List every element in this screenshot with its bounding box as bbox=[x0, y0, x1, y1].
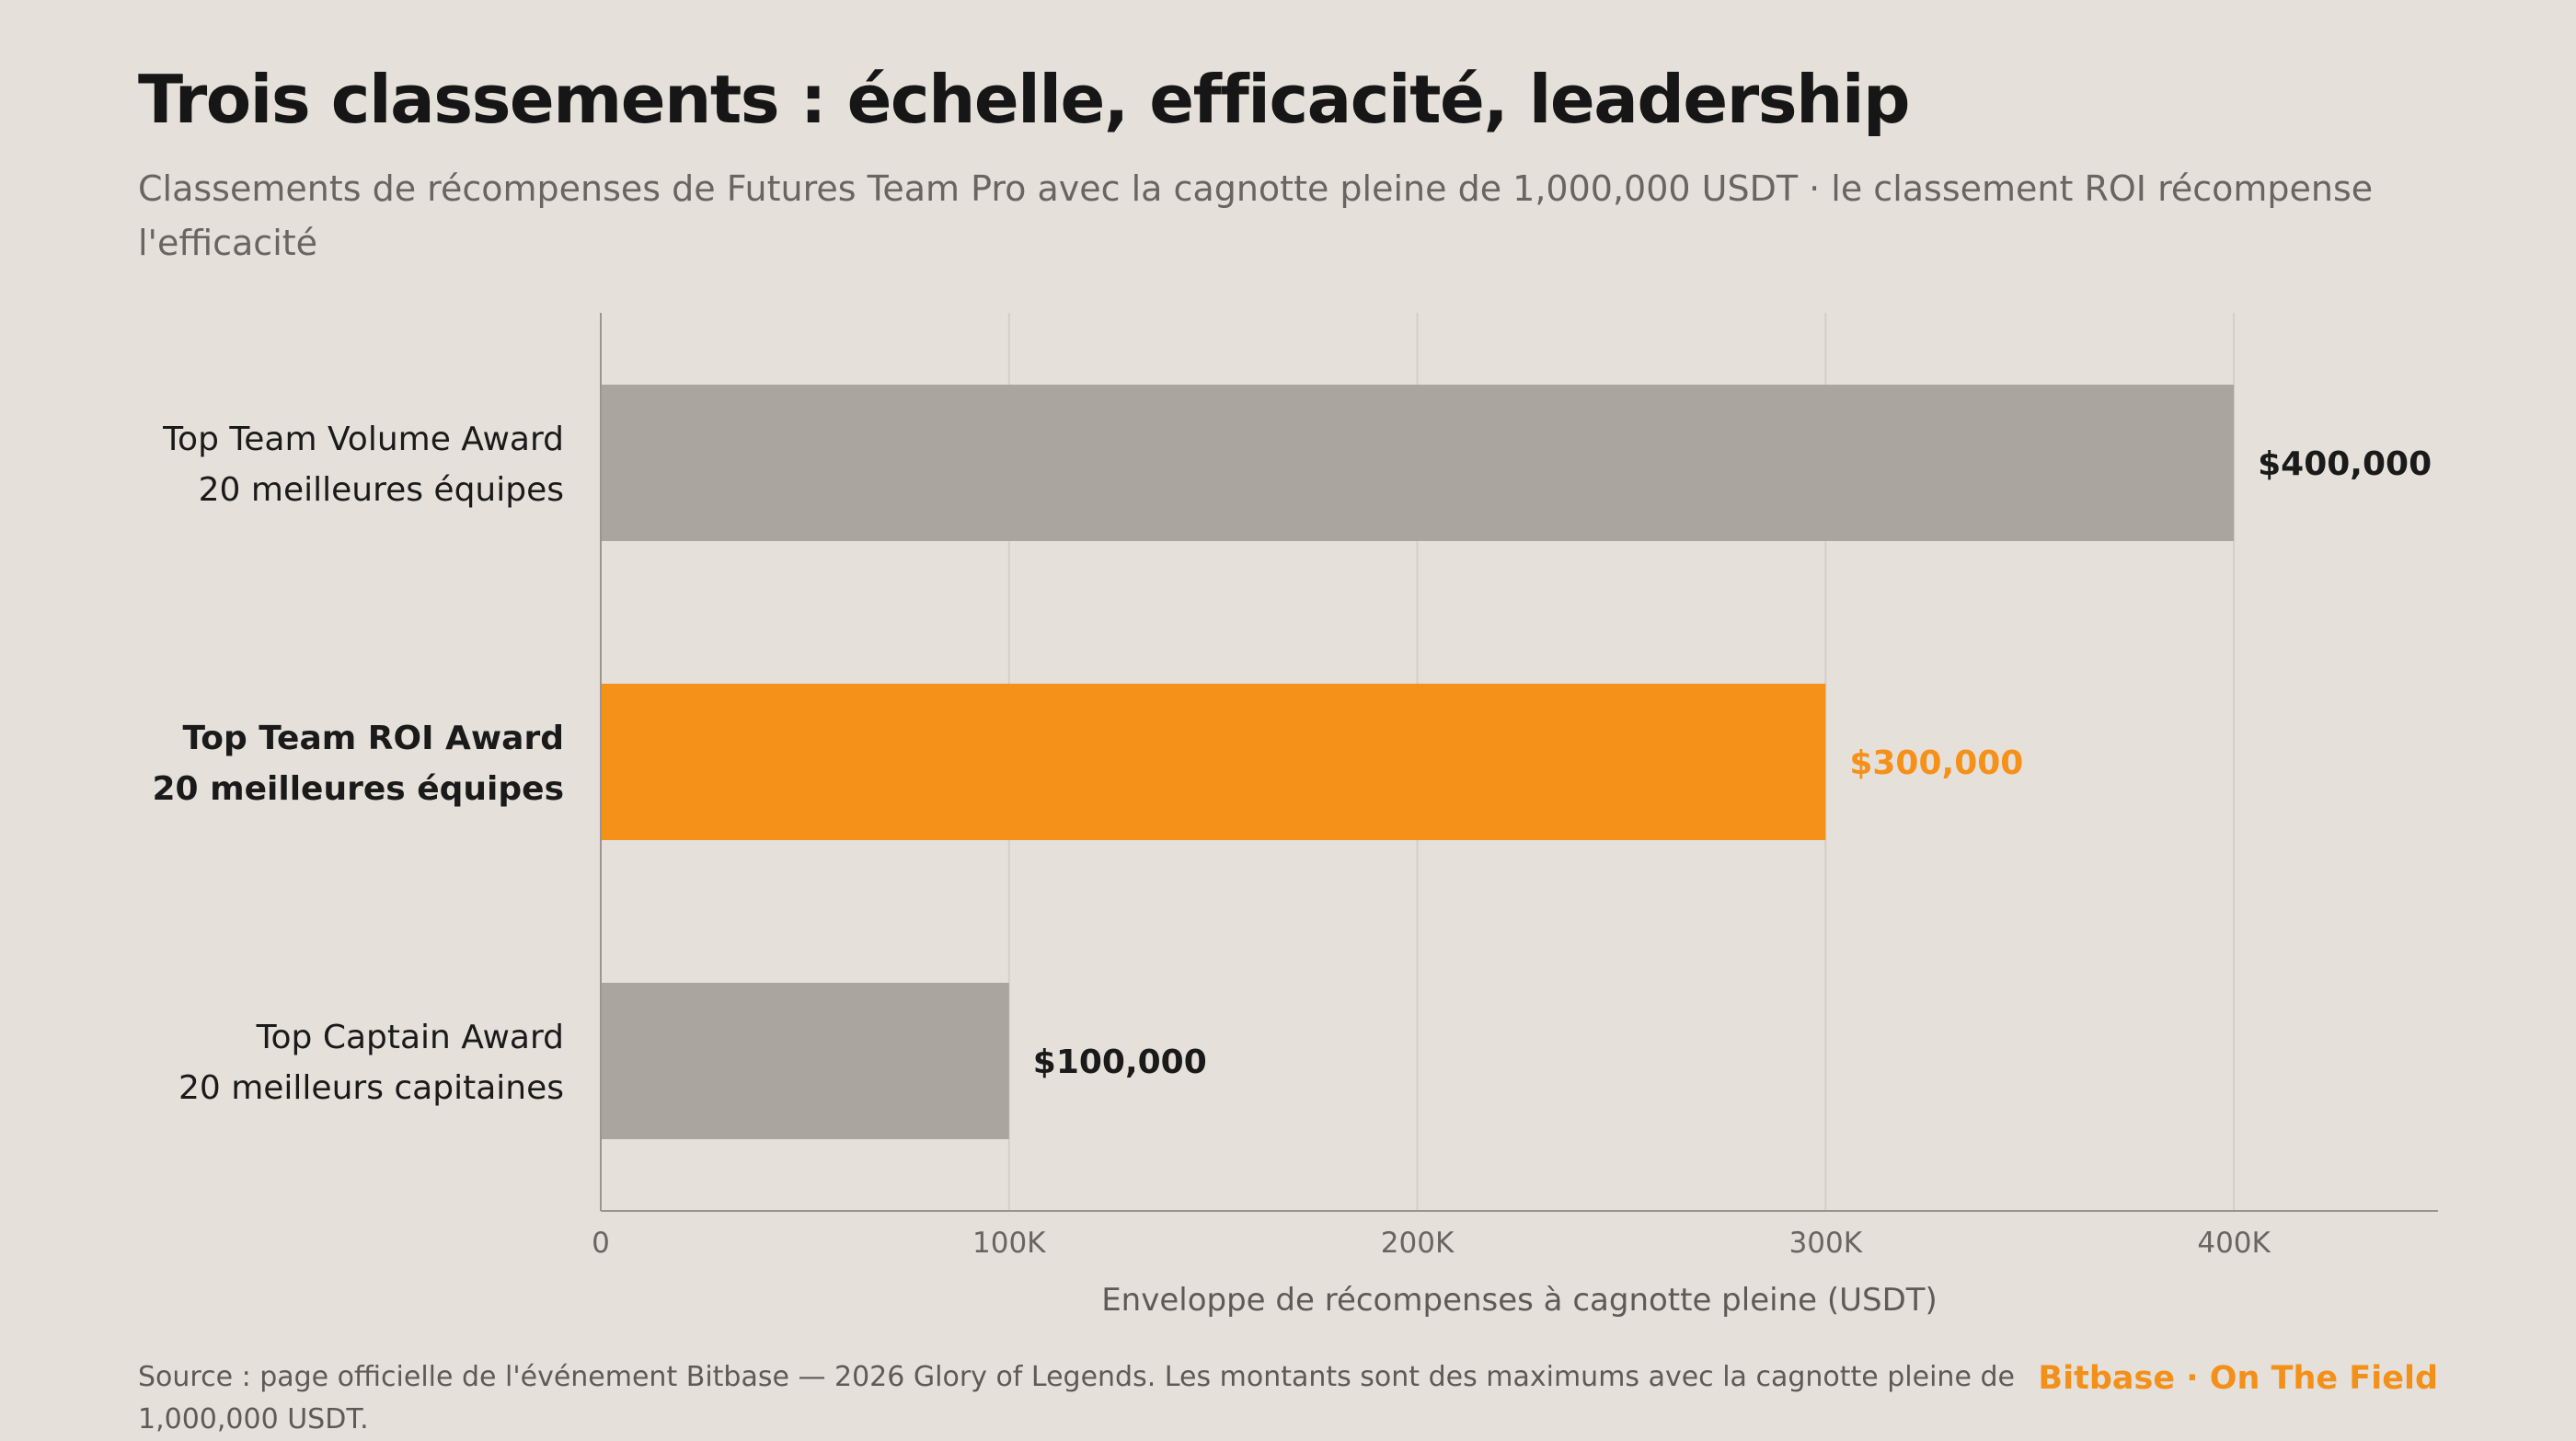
bar bbox=[601, 684, 1826, 840]
category-label: Top Team ROI Award bbox=[182, 720, 564, 757]
category-label: Top Captain Award bbox=[256, 1019, 564, 1056]
bar-value-label: $400,000 bbox=[2258, 445, 2432, 483]
brand-label: Bitbase · On The Field bbox=[2038, 1360, 2438, 1397]
category-sublabel: 20 meilleurs capitaines bbox=[178, 1069, 564, 1107]
x-tick-label: 300K bbox=[1789, 1227, 1863, 1260]
chart-title: Trois classements : échelle, efficacité,… bbox=[138, 61, 1911, 138]
category-sublabel: 20 meilleures équipes bbox=[199, 471, 564, 509]
x-axis-label: Enveloppe de récompenses à cagnotte plei… bbox=[1101, 1282, 1938, 1319]
bar-value-label: $300,000 bbox=[1849, 744, 2023, 782]
category-sublabel: 20 meilleures équipes bbox=[152, 770, 564, 808]
x-tick-label: 0 bbox=[592, 1227, 610, 1260]
bar-value-label: $100,000 bbox=[1033, 1043, 1207, 1081]
bar bbox=[601, 983, 1009, 1139]
category-label: Top Team Volume Award bbox=[162, 421, 564, 458]
chart-subtitle: Classements de récompenses de Futures Te… bbox=[138, 168, 2374, 263]
x-tick-label: 200K bbox=[1381, 1227, 1455, 1260]
axes bbox=[600, 313, 2438, 1212]
x-tick-label: 100K bbox=[972, 1227, 1046, 1260]
x-tick-label: 400K bbox=[2197, 1227, 2271, 1260]
source-note: Source : page officielle de l'événement … bbox=[138, 1361, 2015, 1435]
bars bbox=[601, 385, 2235, 1139]
bar bbox=[601, 385, 2235, 541]
labels: 0 100K 200K 300K 400K $400,000 Top Team Volume… bbox=[152, 421, 2432, 1319]
